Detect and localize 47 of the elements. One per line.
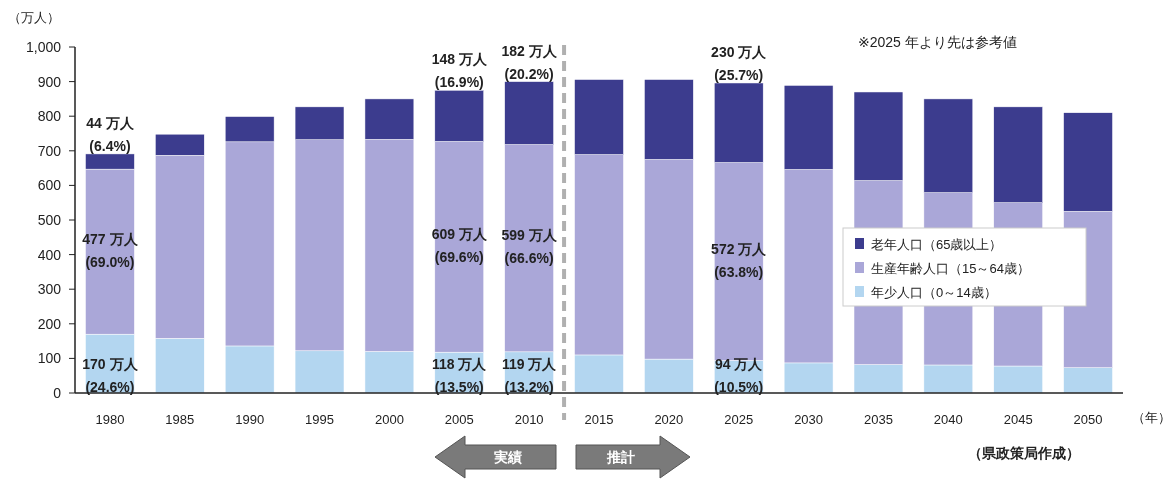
y-tick-label: 900 (37, 73, 62, 90)
x-tick-label: 2010 (514, 412, 544, 427)
y-tick-label: 600 (37, 177, 62, 194)
data-label: 94 万人 (10.5%) (714, 356, 764, 395)
y-tick-label: 0 (53, 385, 62, 401)
x-tick-label: 1980 (95, 412, 125, 427)
legend-label: 生産年齢人口（15～64歳） (871, 261, 1030, 276)
y-axis-title: （万人） (8, 10, 60, 25)
y-tick-label: 400 (37, 246, 62, 263)
x-tick-label: 2030 (794, 412, 824, 427)
x-tick-label: 2000 (374, 412, 404, 427)
x-tick-label: 2035 (864, 412, 893, 427)
x-tick-label: 2020 (654, 412, 684, 427)
y-tick-label: 300 (37, 281, 62, 298)
x-tick-label: 2015 (584, 412, 614, 427)
data-label: 609 万人 (69.6%) (431, 225, 488, 265)
x-tick-label: 2025 (724, 412, 754, 427)
legend-label: 年少人口（0～14歳） (871, 285, 997, 300)
legend-label: 老年人口（65歳以上） (871, 237, 1003, 252)
x-tick-label: 2040 (933, 412, 963, 427)
data-label: 44 万人 (6.4%) (86, 114, 135, 154)
x-axis-title: （年） (1132, 410, 1171, 425)
x-tick-label: 1990 (235, 412, 265, 427)
text: 推計 (606, 449, 635, 465)
x-tick-label: 1985 (165, 412, 195, 427)
data-label: 118 万人 (13.5%) (432, 356, 488, 395)
x-tick-label: 2005 (444, 412, 474, 427)
text: 実績 (493, 449, 522, 465)
y-tick-label: 500 (37, 212, 62, 228)
data-label: 182 万人 (20.2%) (501, 42, 558, 82)
data-label: 230 万人 (25.7%) (711, 43, 768, 83)
data-label: 599 万人 (66.6%) (501, 227, 558, 267)
data-label: 477 万人 (69.0%) (82, 230, 139, 270)
annotation: ※2025 年より先は参考値 (858, 34, 1017, 50)
y-tick-label: 800 (37, 108, 62, 125)
data-label: 148 万人 (16.9%) (431, 51, 488, 91)
y-tick-label: 1,000 (25, 39, 62, 55)
data-label: 170 万人 (24.6%) (82, 356, 139, 395)
x-tick-label: 2045 (1003, 412, 1033, 427)
x-tick-label: 2050 (1073, 412, 1103, 427)
text: （県政策局作成） (968, 445, 1080, 461)
x-tick-label: 1995 (305, 412, 334, 427)
y-tick-label: 200 (37, 315, 62, 332)
y-tick-label: 700 (37, 142, 62, 159)
data-label: 572 万人 (63.8%) (711, 240, 768, 280)
data-label: 119 万人 (13.2%) (501, 356, 558, 395)
y-tick-label: 100 (37, 350, 62, 367)
